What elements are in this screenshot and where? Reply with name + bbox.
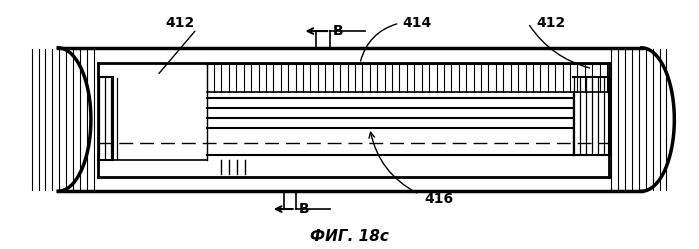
Text: 416: 416 xyxy=(424,192,454,206)
Text: ФИГ. 18c: ФИГ. 18c xyxy=(310,229,389,244)
Text: 412: 412 xyxy=(536,16,565,30)
Text: 412: 412 xyxy=(165,16,194,30)
Text: 414: 414 xyxy=(403,16,432,30)
Text: B: B xyxy=(333,24,344,38)
Text: B: B xyxy=(298,202,309,216)
